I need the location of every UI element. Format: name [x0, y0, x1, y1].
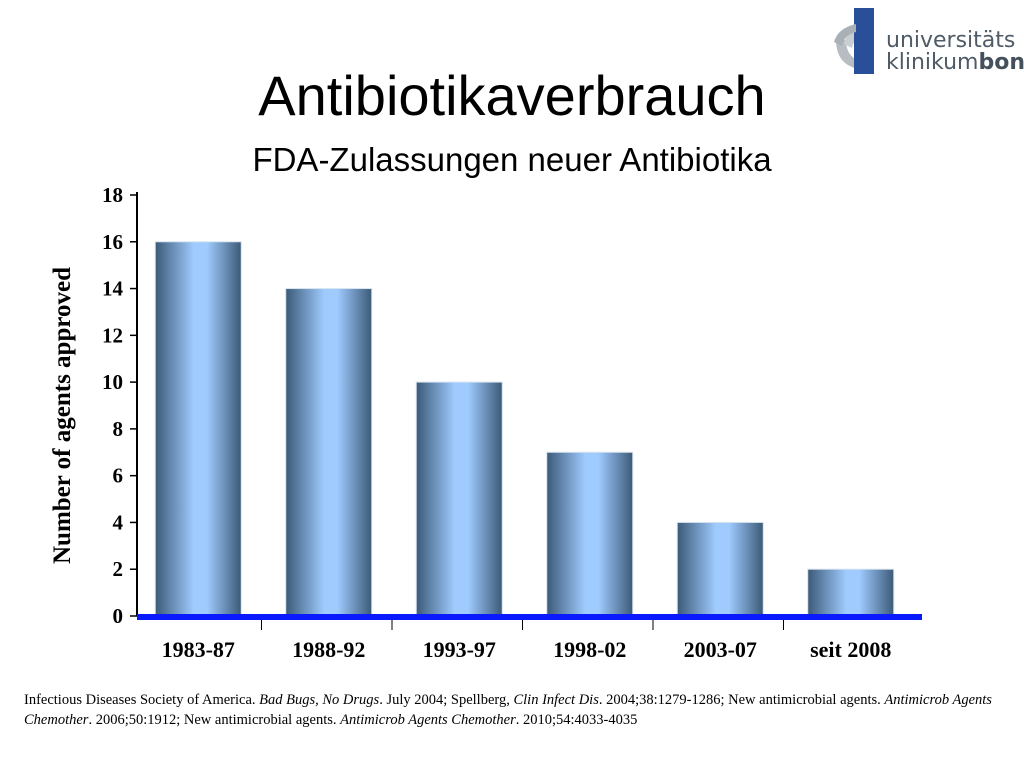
y-tick-label-0: 0 [113, 604, 124, 628]
bar-2003-07 [676, 521, 764, 617]
x-tick-label-seit 2008: seit 2008 [810, 637, 891, 662]
logo-text: universitäts klinikumbonn [886, 30, 1024, 74]
logo-line2-a: klinikum [886, 50, 979, 75]
y-tick-label-6: 6 [113, 464, 124, 488]
bar-1988-92 [285, 288, 373, 617]
citation-part-5: . 2010;54:4033-4035 [515, 712, 638, 728]
citation-part-3: . 2004;38:1279-1286; New antimicrobial a… [598, 692, 885, 708]
citation-part-4: . 2006;50:1912; New antimicrobial agents… [88, 712, 341, 728]
x-tick-label-1998-02: 1998-02 [553, 637, 626, 662]
citation-journal-3: Antimicrob Agents Chemother [24, 692, 992, 728]
bar-1993-97 [415, 381, 503, 617]
y-tick-label-12: 12 [102, 323, 123, 347]
logo-mark-icon [834, 8, 874, 74]
y-axis-title: Number of agents approved [49, 267, 76, 564]
y-tick-label-16: 16 [102, 230, 123, 254]
y-tick-label-4: 4 [113, 510, 124, 534]
x-axis-baseline [137, 614, 922, 620]
bar-1983-87 [154, 241, 242, 617]
y-tick-label-2: 2 [113, 557, 124, 581]
slide-title: Antibiotikaverbrauch [258, 64, 766, 127]
y-tick-label-14: 14 [102, 277, 124, 301]
citation-journal-1: Bad Bugs, No Drugs [259, 692, 380, 708]
citation-part-1: Infectious Diseases Society of America. [24, 692, 260, 708]
citation: Infectious Diseases Society of America. … [24, 690, 1004, 730]
x-tick-label-1988-92: 1988-92 [292, 637, 365, 662]
logo-line2-b: bonn [978, 50, 1024, 75]
y-tick-label-10: 10 [102, 370, 123, 394]
logo-line2: klinikumbonn [886, 52, 1024, 74]
citation-part-2: . July 2004; Spellberg, [379, 692, 514, 708]
x-tick-label-2003-07: 2003-07 [684, 637, 757, 662]
y-tick-label-8: 8 [113, 417, 124, 441]
x-tick-label-1983-87: 1983-87 [162, 637, 235, 662]
slide-subtitle: FDA-Zulassungen neuer Antibiotika [252, 141, 772, 178]
citation-journal-4: Antimicrob Agents Chemother [340, 712, 516, 728]
bar-1998-02 [546, 451, 634, 617]
bar-seit 2008 [807, 568, 895, 617]
citation-journal-2: Clin Infect Dis [513, 692, 599, 708]
y-tick-label-18: 18 [102, 183, 123, 207]
bar-chart: 0 2 4 6 8 10 12 14 16 18 1983-87 1988-92 1993-97 1998… [49, 183, 922, 662]
x-tick-label-1993-97: 1993-97 [423, 637, 496, 662]
university-logo: universitäts klinikumbonn [832, 4, 1024, 78]
logo-line1: universitäts [886, 28, 1016, 53]
